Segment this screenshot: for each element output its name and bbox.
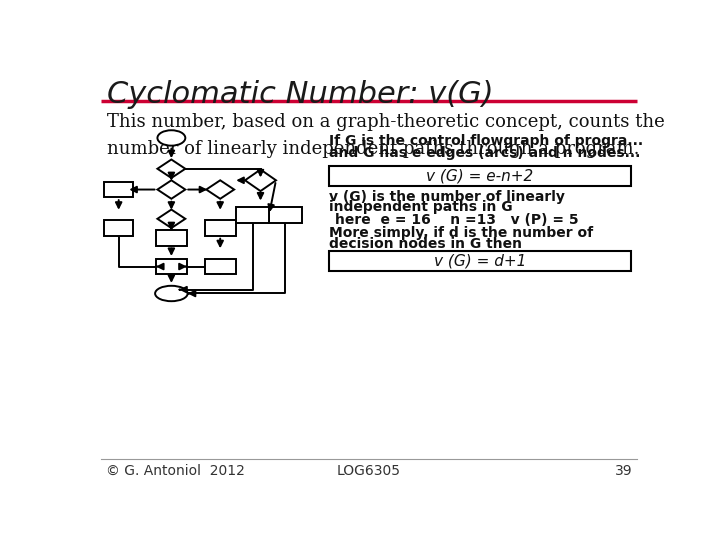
Ellipse shape	[158, 130, 185, 146]
Polygon shape	[158, 180, 185, 199]
Text: independent paths in G: independent paths in G	[329, 200, 513, 214]
FancyBboxPatch shape	[204, 220, 235, 236]
FancyBboxPatch shape	[236, 207, 269, 222]
FancyBboxPatch shape	[156, 259, 187, 274]
Text: v (G) is the number of linearly: v (G) is the number of linearly	[329, 190, 564, 204]
Text: v (G) = e-n+2: v (G) = e-n+2	[426, 169, 534, 184]
Text: © G. Antoniol  2012: © G. Antoniol 2012	[106, 464, 244, 478]
Text: More simply, if d is the number of: More simply, if d is the number of	[329, 226, 593, 240]
Text: LOG6305: LOG6305	[337, 464, 401, 478]
FancyBboxPatch shape	[204, 259, 235, 274]
Text: and G has e edges (arcs) and n nodes...: and G has e edges (arcs) and n nodes...	[329, 146, 640, 160]
Text: Cyclomatic Number: v(G): Cyclomatic Number: v(G)	[107, 80, 494, 109]
FancyBboxPatch shape	[104, 220, 133, 236]
Polygon shape	[245, 170, 276, 191]
FancyBboxPatch shape	[329, 166, 631, 186]
FancyBboxPatch shape	[269, 207, 302, 222]
Text: v (G) = d+1: v (G) = d+1	[433, 254, 526, 268]
Text: This number, based on a graph-theoretic concept, counts the
number of linearly i: This number, based on a graph-theoretic …	[107, 113, 665, 158]
Ellipse shape	[155, 286, 188, 301]
Polygon shape	[158, 210, 185, 228]
Text: here  e = 16    n =13   v (P) = 5: here e = 16 n =13 v (P) = 5	[335, 213, 579, 227]
Polygon shape	[206, 180, 234, 199]
Polygon shape	[158, 159, 185, 178]
Text: If G is the control flowgraph of progra...: If G is the control flowgraph of progra.…	[329, 134, 643, 148]
Text: 39: 39	[615, 464, 632, 478]
Text: decision nodes in G then: decision nodes in G then	[329, 237, 522, 251]
FancyBboxPatch shape	[329, 251, 631, 271]
FancyBboxPatch shape	[104, 182, 133, 197]
FancyBboxPatch shape	[156, 231, 187, 246]
